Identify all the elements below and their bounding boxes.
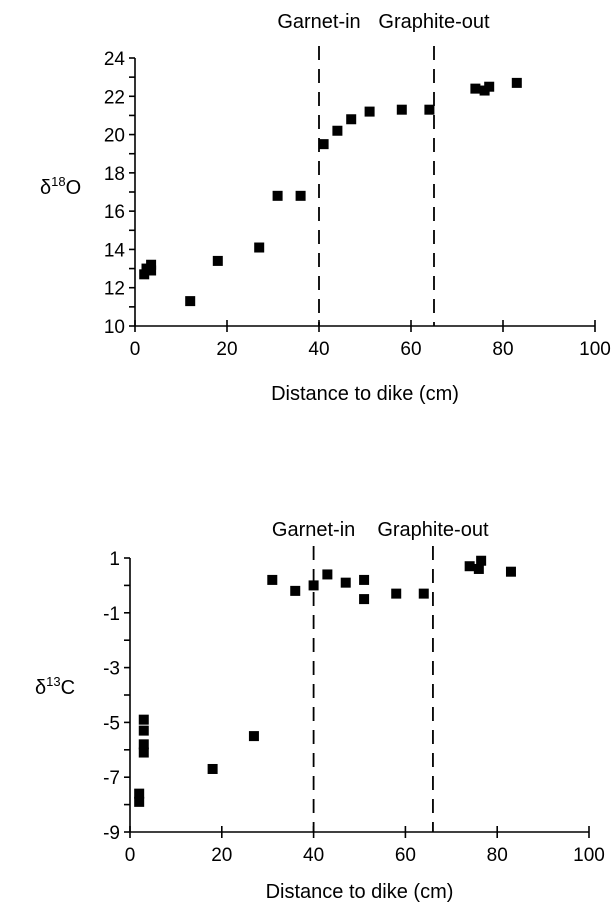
data-point: [364, 106, 375, 117]
reference-label-graphite-out: Graphite-out: [377, 519, 489, 541]
data-point: [505, 566, 516, 577]
data-point: [340, 577, 351, 588]
y-axis-title: δ18O: [40, 174, 81, 199]
data-point: [138, 714, 149, 725]
data-point: [322, 569, 333, 580]
x-tick-label: 60: [400, 339, 421, 360]
x-axis-title: Distance to dike (cm): [266, 881, 454, 903]
reference-label-garnet-in: Garnet-in: [272, 519, 355, 541]
x-tick-label: 20: [211, 845, 232, 866]
data-point: [248, 731, 259, 742]
y-tick-label: -1: [103, 604, 120, 625]
data-point: [139, 269, 150, 280]
data-point: [484, 81, 495, 92]
data-point: [464, 561, 475, 572]
y-axis-title: δ13C: [35, 674, 75, 699]
x-tick-label: 40: [303, 845, 324, 866]
data-point: [391, 588, 402, 599]
y-tick-label: -9: [103, 823, 120, 844]
x-tick-label: 80: [487, 845, 508, 866]
x-tick-label: 40: [308, 339, 329, 360]
chart-d13c: -9 -7 -5 -3 -1 1 0 20 40 60 80 100 Distance to dike …: [35, 519, 605, 903]
data-point: [138, 725, 149, 736]
data-point: [134, 796, 145, 807]
x-tick-label: 20: [216, 339, 237, 360]
reference-label-graphite-out: Graphite-out: [378, 11, 490, 33]
y-tick-label: 14: [104, 240, 126, 261]
data-point: [290, 585, 301, 596]
reference-label-garnet-in: Garnet-in: [277, 11, 360, 33]
data-point: [424, 104, 435, 115]
y-tick-label: -7: [103, 768, 120, 789]
x-tick-label: 60: [395, 845, 416, 866]
data-point: [185, 296, 196, 307]
data-point: [346, 114, 357, 125]
data-point: [272, 190, 283, 201]
data-point: [254, 242, 265, 253]
data-point: [134, 788, 145, 799]
data-point: [138, 747, 149, 758]
y-tick-label: 18: [104, 164, 125, 185]
x-tick-label: 100: [579, 339, 611, 360]
x-tick-label: 0: [130, 339, 141, 360]
x-axis-title: Distance to dike (cm): [271, 383, 459, 405]
y-tick-label: -5: [103, 713, 120, 734]
data-point: [511, 77, 522, 88]
data-point: [146, 259, 157, 270]
data-point: [146, 265, 157, 276]
y-tick-label: 12: [104, 279, 125, 300]
data-point: [359, 574, 370, 585]
data-point: [308, 580, 319, 591]
data-point: [332, 125, 343, 136]
x-tick-label: 80: [492, 339, 513, 360]
data-point: [476, 555, 487, 566]
data-point: [295, 190, 306, 201]
data-point: [359, 594, 370, 605]
y-tick-label: 10: [104, 317, 125, 338]
data-point: [418, 588, 429, 599]
y-tick-label: 1: [109, 549, 120, 570]
data-point: [473, 563, 484, 574]
data-point: [470, 83, 481, 94]
y-tick-label: -3: [103, 659, 120, 680]
y-tick-label: 22: [104, 87, 125, 108]
data-point: [207, 763, 218, 774]
chart-d18o: 10 12 14 16 18 20 22 24 0 20 40 60 80 100 Distance to …: [40, 11, 611, 405]
data-point: [138, 739, 149, 750]
y-tick-label: 20: [104, 126, 125, 147]
data-point: [396, 104, 407, 115]
x-tick-label: 0: [125, 845, 136, 866]
data-point: [267, 574, 278, 585]
data-point: [212, 255, 223, 266]
data-point: [318, 139, 329, 150]
y-tick-label: 24: [104, 49, 126, 70]
x-tick-label: 100: [573, 845, 605, 866]
y-tick-label: 16: [104, 202, 125, 223]
